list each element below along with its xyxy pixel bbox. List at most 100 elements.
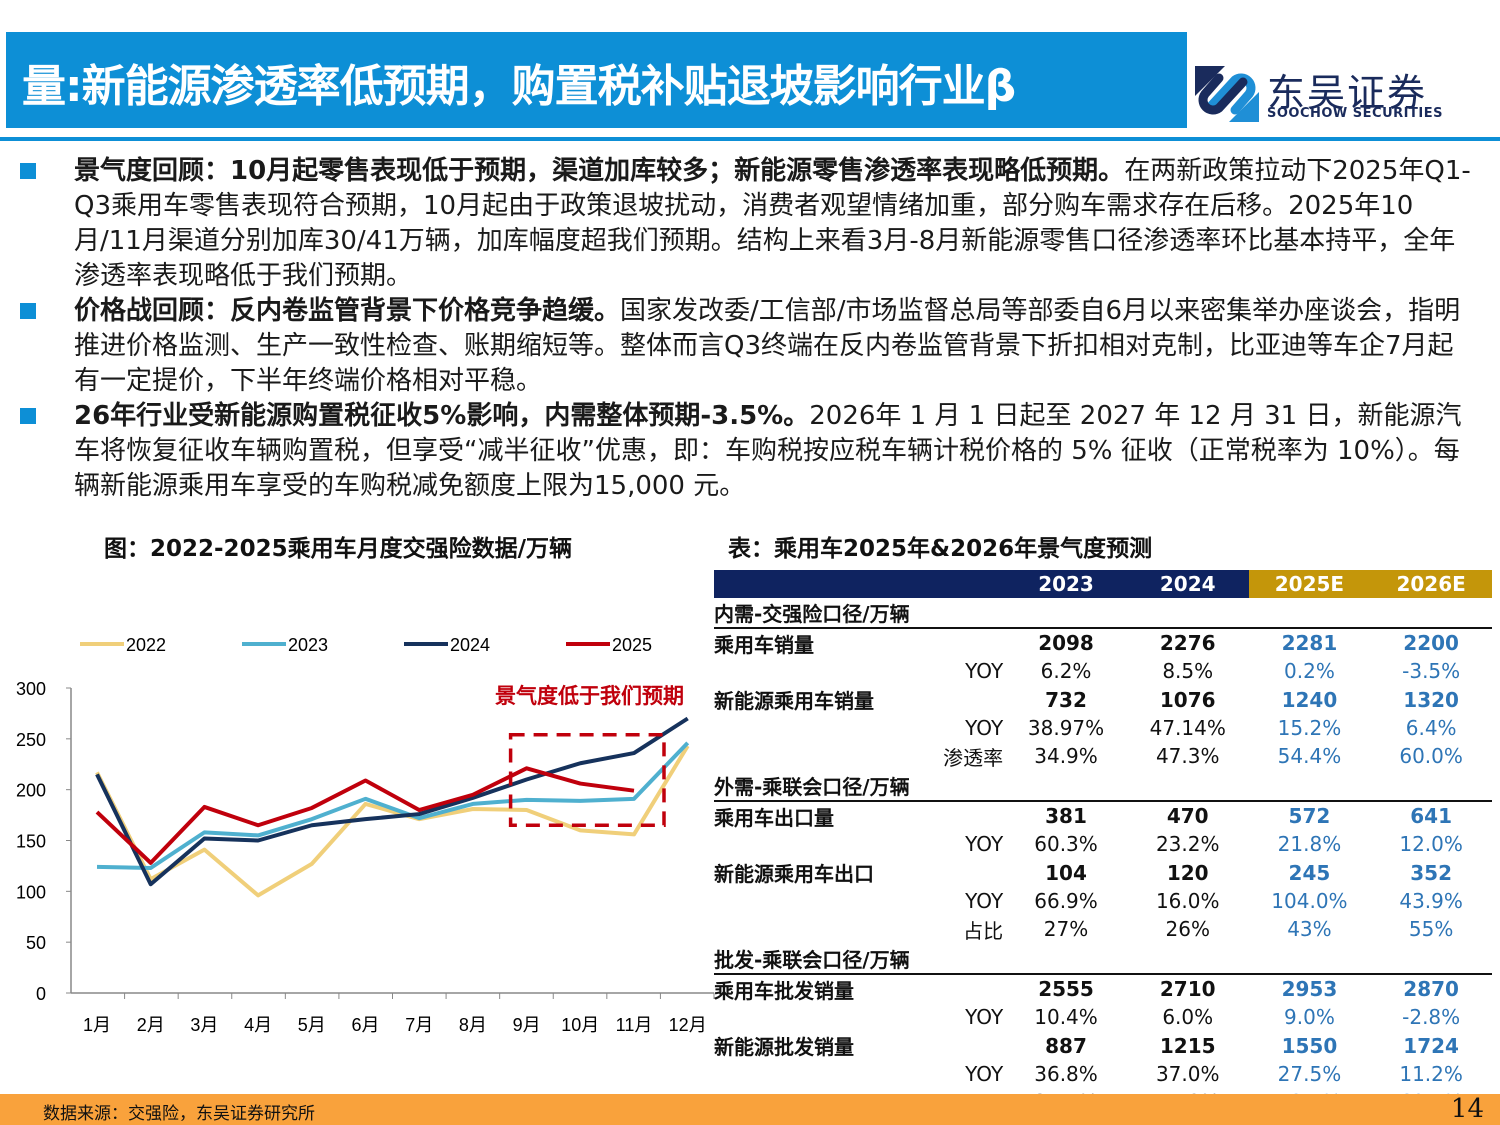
table-cell: 60.0% [1399, 744, 1463, 768]
x-tick-label: 4月 [244, 1015, 272, 1035]
table-cell: 104.0% [1271, 888, 1348, 913]
page-title: 量:新能源渗透率低预期，购置税补贴退坡影响行业β [22, 61, 1016, 112]
table-row: 乘用车出口量 381 470 572 641 [714, 801, 1492, 831]
table-row: 乘用车销量 2098 2276 2281 2200 [714, 628, 1492, 658]
table-cell: 55% [1408, 917, 1454, 941]
row-label: 内需-交强险口径/万辆 [714, 597, 1492, 629]
row-label: 乘用车出口量 [714, 805, 834, 830]
table-cell: 37.0% [1155, 1061, 1220, 1086]
x-tick-label: 12月 [669, 1015, 707, 1035]
data-source: 数据来源：交强险，东吴证券研究所 [43, 1104, 315, 1124]
table-cell: 104 [1045, 860, 1087, 885]
bullet-square-icon [20, 303, 36, 319]
soochow-logo: 东吴证券 SOOCHOW SECURITIES [1195, 62, 1495, 126]
legend-label: 2024 [450, 635, 490, 655]
table-cell: 60.3% [1034, 832, 1098, 857]
bullet-text: 国家发改委/工信部/市场监督总局等部委自6月以来密集举办座谈会，指明推进价格监测… [74, 296, 1461, 396]
column-header: 2023 [1005, 570, 1127, 598]
bullet-3: 26年行业受新能源购置税征收5%影响，内需整体预期-3.5%。2026年 1 月… [74, 399, 1474, 504]
table-cell: 47.14% [1149, 715, 1226, 740]
table-cell: 8.5% [1162, 659, 1214, 684]
row-label: YOY [965, 715, 1004, 740]
row-label: 批发-乘联会口径/万辆 [714, 943, 1492, 975]
bullet-text: 在两新政策拉动下2025年Q1-Q3乘用车零售表现符合预期，10月起由于政策退坡… [74, 156, 1471, 291]
bullet-lead: 26年行业受新能源购置税征收5%影响，内需整体预期-3.5%。 [74, 401, 810, 431]
table-row: YOY 66.9% 16.0% 104.0% 43.9% [714, 887, 1492, 915]
footer: 数据来源：交强险，东吴证券研究所 14 [0, 1094, 1500, 1125]
table-row: 外需-乘联会口径/万辆 [714, 770, 1492, 802]
y-tick-label: 150 [16, 832, 46, 852]
y-tick-label: 200 [16, 781, 46, 801]
y-tick-label: 0 [36, 984, 46, 1004]
table-cell: 2276 [1159, 631, 1216, 655]
legend-label: 2022 [126, 635, 166, 655]
row-label: 外需-乘联会口径/万辆 [714, 770, 1492, 802]
x-tick-label: 3月 [190, 1015, 218, 1035]
table-cell: 2281 [1281, 631, 1338, 655]
table-cell: 26% [1165, 917, 1210, 941]
table-cell: 6.4% [1405, 715, 1457, 740]
row-label: 新能源批发销量 [714, 1035, 854, 1059]
table-cell: 381 [1045, 804, 1087, 828]
table-cell: 34.9% [1034, 744, 1098, 768]
row-label: 占比 [963, 918, 1004, 943]
y-tick-label: 250 [16, 730, 46, 750]
table-cell: 1320 [1403, 687, 1459, 712]
table-title: 表：乘用车2025年&2026年景气度预测 [728, 536, 1153, 562]
table-cell: 2710 [1159, 977, 1216, 1001]
table-cell: 38.97% [1027, 715, 1105, 740]
table-cell: 6.2% [1040, 659, 1092, 684]
series-line-2024 [95, 716, 689, 887]
table-cell: 887 [1045, 1033, 1087, 1058]
bullet-square-icon [20, 408, 36, 424]
table-cell: 470 [1166, 804, 1209, 828]
table-cell: 2870 [1403, 977, 1459, 1001]
row-label: 乘用车批发销量 [714, 978, 854, 1003]
legend-label: 2023 [288, 635, 328, 655]
x-tick-label: 1月 [83, 1015, 111, 1035]
table-cell: -3.5% [1402, 659, 1461, 684]
table-cell: 1240 [1281, 687, 1338, 712]
table-cell: 2098 [1038, 631, 1094, 655]
x-tick-label: 7月 [405, 1015, 433, 1035]
page-number: 14 [1450, 1094, 1484, 1124]
column-header [714, 570, 1006, 598]
table-cell: 572 [1288, 804, 1331, 828]
x-tick-label: 8月 [459, 1015, 487, 1035]
series-line-2025 [95, 766, 635, 865]
logo-en: SOOCHOW SECURITIES [1267, 106, 1443, 121]
table-cell: 54.4% [1277, 744, 1342, 768]
table-row: 新能源乘用车出口 104 120 245 352 [714, 858, 1492, 887]
bullet-1: 景气度回顾：10月起零售表现低于预期，渠道加库较多；新能源零售渗透率表现略低预期… [74, 154, 1474, 294]
table-row: 渗透率 34.9% 47.3% 54.4% 60.0% [714, 742, 1492, 771]
table-row: 乘用车批发销量 2555 2710 2953 2870 [714, 974, 1492, 1004]
series-line-2023 [96, 741, 690, 870]
y-tick-label: 50 [26, 933, 46, 953]
row-label: 新能源乘用车出口 [714, 862, 874, 886]
title-bar: 量:新能源渗透率低预期，购置税补贴退坡影响行业β [6, 32, 1187, 128]
table-cell: 11.2% [1399, 1061, 1463, 1086]
table-cell: 2555 [1038, 977, 1094, 1001]
line-chart: 0 50 100 150 200 250 300 1月 2月 3月 4月 5月 6月 7月 8月 9月 10月 1… [16, 635, 715, 1035]
table-cell: 9.0% [1284, 1005, 1335, 1030]
row-label: 新能源乘用车销量 [714, 689, 874, 713]
table-cell: 27.5% [1277, 1061, 1342, 1086]
bullet-lead: 景气度回顾：10月起零售表现低于预期，渠道加库较多；新能源零售渗透率表现略低预期… [74, 156, 1125, 186]
x-tick-label: 9月 [513, 1015, 541, 1035]
table-cell: 732 [1045, 687, 1087, 712]
table-row: 占比 27% 26% 43% 55% [714, 915, 1492, 944]
table-cell: 43.9% [1399, 888, 1463, 913]
forecast-table: 2023 2024 2025E 2026E 内需-交强险口径/万辆 乘用车销量 2098 22… [714, 570, 1492, 1117]
row-label: YOY [965, 832, 1004, 857]
table-cell: -2.8% [1402, 1005, 1461, 1030]
table-cell: 2200 [1403, 631, 1459, 655]
bullet-2: 价格战回顾：反内卷监管背景下价格竞争趋缓。国家发改委/工信部/市场监督总局等部委… [74, 294, 1474, 399]
table-cell: 36.8% [1034, 1061, 1098, 1086]
row-label: YOY [965, 659, 1004, 684]
chart-title: 图：2022-2025乘用车月度交强险数据/万辆 [104, 536, 572, 562]
table-cell: 1724 [1403, 1033, 1459, 1058]
table-cell: 15.2% [1277, 715, 1342, 740]
table-cell: 245 [1288, 860, 1331, 885]
table-row: YOY 10.4% 6.0% 9.0% -2.8% [714, 1004, 1492, 1032]
table-cell: 6.0% [1162, 1005, 1214, 1030]
